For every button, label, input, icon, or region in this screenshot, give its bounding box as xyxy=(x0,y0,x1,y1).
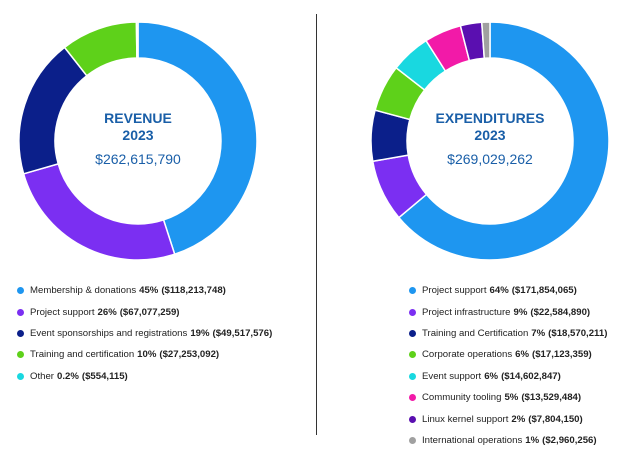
expenditures-legend-item-linux-kernel-support: Linux kernel support 2% ($7,804,150) xyxy=(409,408,607,429)
legend-label: Project support xyxy=(422,285,487,297)
legend-marker xyxy=(409,351,416,359)
expenditures-legend-item-community-tooling: Community tooling 5% ($13,529,484) xyxy=(409,387,607,408)
legend-marker xyxy=(17,351,24,359)
legend-marker xyxy=(17,308,24,316)
revenue-legend-item-project-support: Project support 26% ($67,077,259) xyxy=(17,301,272,322)
expenditures-donut-chart: EXPENDITURES 2023 $269,029,262 xyxy=(370,21,610,260)
legend-percent: 45% xyxy=(139,285,159,297)
revenue-slice-membership-and-donations xyxy=(137,21,258,256)
revenue-legend: Membership & donations 45% ($118,213,748) P… xyxy=(17,280,272,387)
legend-marker xyxy=(409,308,416,316)
legend-percent: 5% xyxy=(504,392,519,404)
legend-marker xyxy=(409,394,416,402)
expenditures-legend-item-project-support: Project support 64% ($171,854,065) xyxy=(409,280,607,301)
legend-percent: 0.2% xyxy=(57,370,79,382)
panel-divider xyxy=(316,14,317,435)
legend-amount: ($554,115) xyxy=(81,370,128,382)
legend-label: Other xyxy=(30,370,54,382)
legend-amount: ($18,570,211) xyxy=(548,327,608,339)
expenditures-legend-item-corporate-operations: Corporate operations 6% ($17,123,359) xyxy=(409,344,607,365)
legend-label: Event support xyxy=(422,370,482,382)
revenue-slice-project-support xyxy=(22,162,176,260)
legend-amount: ($67,077,259) xyxy=(119,306,180,318)
legend-label: Project support xyxy=(30,306,95,318)
legend-amount: ($17,123,359) xyxy=(532,349,592,361)
legend-marker xyxy=(409,436,416,444)
legend-marker xyxy=(409,287,416,295)
expenditures-chart-title: EXPENDITURES xyxy=(436,110,545,126)
legend-marker xyxy=(17,372,24,380)
legend-percent: 26% xyxy=(97,306,117,318)
legend-label: Training and Certification xyxy=(422,327,529,339)
revenue-legend-item-training-and-certification: Training and certification 10% ($27,253,09… xyxy=(17,344,272,365)
legend-percent: 6% xyxy=(484,370,499,382)
legend-marker xyxy=(17,329,24,337)
expenditures-legend: Project support 64% ($171,854,065) Project … xyxy=(409,280,607,451)
expenditures-slices xyxy=(370,21,610,260)
legend-percent: 9% xyxy=(513,306,528,318)
revenue-legend-item-event-sponsorships-and-registrations: Event sponsorships and registrations 19%(… xyxy=(17,323,272,344)
revenue-donut-chart: REVENUE 2023 $262,615,790 xyxy=(18,21,258,260)
expenditures-legend-item-project-infrastructure: Project infrastructure 9% ($22,584,890) xyxy=(409,301,607,322)
revenue-legend-item-membership-and-donations: Membership & donations 45% ($118,213,748) xyxy=(17,280,272,301)
expenditures-slice-international-operations xyxy=(480,21,491,59)
legend-marker xyxy=(409,415,416,423)
legend-label: Corporate operations xyxy=(422,349,513,361)
revenue-slice-other xyxy=(135,21,139,59)
legend-amount: ($171,854,065) xyxy=(511,285,577,297)
expenditures-panel: EXPENDITURES 2023 $269,029,262 Project s… xyxy=(318,0,635,446)
revenue-chart-title: REVENUE xyxy=(104,110,172,126)
legend-percent: 2% xyxy=(511,413,526,425)
legend-percent: 64% xyxy=(489,285,509,297)
legend-label: Training and certification xyxy=(30,349,135,361)
revenue-chart-total: $262,615,790 xyxy=(95,151,181,167)
legend-marker xyxy=(409,329,416,337)
legend-amount: ($13,529,484) xyxy=(521,392,582,404)
legend-percent: 7% xyxy=(531,327,546,339)
revenue-slice-event-sponsorships-and-registrations xyxy=(18,46,88,175)
legend-marker xyxy=(17,287,24,295)
legend-amount: ($27,253,092) xyxy=(159,349,220,361)
revenue-legend-item-other: Other 0.2% ($554,115) xyxy=(17,366,272,387)
legend-amount: ($22,584,890) xyxy=(530,306,591,318)
legend-label: Event sponsorships and registrations xyxy=(30,327,188,339)
legend-percent: 10% xyxy=(137,349,157,361)
legend-amount: ($14,602,847) xyxy=(501,370,561,382)
legend-label: Project infrastructure xyxy=(422,306,511,318)
legend-amount: ($2,960,256) xyxy=(542,434,597,446)
legend-amount: ($7,804,150) xyxy=(528,413,583,425)
expenditures-legend-item-event-support: Event support 6% ($14,602,847) xyxy=(409,366,607,387)
legend-amount: ($118,213,748) xyxy=(161,285,226,297)
legend-percent: 19% xyxy=(190,327,210,339)
expenditures-chart-year: 2023 xyxy=(474,127,505,143)
revenue-panel: REVENUE 2023 $262,615,790 Membership & d… xyxy=(0,0,317,443)
revenue-slices xyxy=(18,21,258,260)
legend-label: Membership & donations xyxy=(30,285,137,297)
expenditures-chart-total: $269,029,262 xyxy=(447,151,533,167)
legend-label: Community tooling xyxy=(422,392,502,404)
legend-percent: 1% xyxy=(525,434,540,446)
expenditures-legend-item-international-operations: International operations 1% ($2,960,256) xyxy=(409,430,607,451)
expenditures-legend-item-training-and-certification: Training and Certification 7% ($18,570,211… xyxy=(409,323,607,344)
legend-label: International operations xyxy=(422,434,523,446)
legend-marker xyxy=(409,372,416,380)
legend-amount: ($49,517,576) xyxy=(212,327,273,339)
legend-label: Linux kernel support xyxy=(422,413,509,425)
revenue-chart-year: 2023 xyxy=(122,127,153,143)
expenditures-slice-project-support xyxy=(397,21,610,260)
legend-percent: 6% xyxy=(515,349,530,361)
